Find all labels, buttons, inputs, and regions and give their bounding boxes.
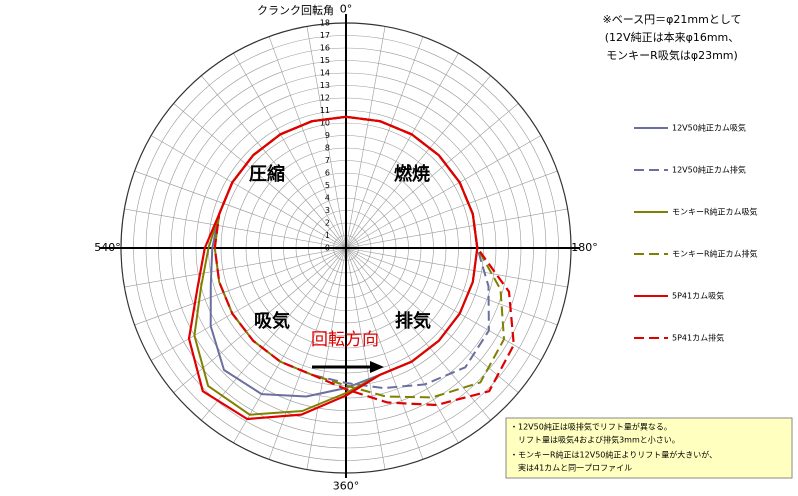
angle-tick-label: 0° — [340, 3, 353, 16]
r-tick-label: 1 — [325, 231, 330, 240]
direction-label: 回転方向 — [311, 330, 379, 350]
legend: 12V50純正カム吸気 12V50純正カム排気モンキーR純正カム吸気モンキーR純正… — [634, 123, 758, 343]
r-tick-label: 14 — [320, 69, 330, 78]
remark: リフト量は吸気4および排気3mmと小さい。 — [510, 435, 680, 445]
r-tick-label: 18 — [320, 19, 330, 28]
r-tick-label: 16 — [320, 44, 330, 53]
base-note: モンキーR吸気はφ23mm) — [606, 48, 738, 62]
remark: 実は41カムと同一プロファイル — [510, 463, 632, 473]
r-tick-label: 12 — [320, 94, 330, 103]
legend-label: モンキーR純正カム吸気 — [672, 207, 758, 217]
r-tick-label: 15 — [320, 56, 330, 65]
r-tick-label: 8 — [325, 144, 330, 153]
r-tick-label: 13 — [320, 81, 330, 90]
legend-label: 5P41カム吸気 — [672, 291, 724, 301]
r-tick-label: 4 — [325, 194, 330, 203]
base-note: (12V純正は本来φ16mm、 — [605, 30, 740, 44]
zone-label: 燃焼 — [394, 163, 430, 185]
angle-tick-label: 180° — [571, 241, 598, 254]
direction-arrowhead — [370, 361, 384, 373]
r-tick-label: 7 — [325, 156, 330, 165]
legend-label: 5P41カム排気 — [672, 333, 724, 343]
r-tick-label: 10 — [320, 119, 330, 128]
angle-axis-title: クランク回転角 — [257, 4, 334, 17]
remarks-box — [505, 417, 793, 479]
plot — [187, 115, 515, 421]
legend-label: モンキーR純正カム排気 — [672, 249, 758, 259]
r-tick-label: 17 — [320, 31, 330, 40]
legend-label: 12V50純正カム吸気 — [672, 123, 746, 133]
zone-label: 圧縮 — [249, 163, 285, 185]
r-tick-label: 6 — [325, 169, 330, 178]
remark: ・モンキーR純正は12V50純正よりリフト量が大きいが、 — [510, 450, 717, 460]
r-tick-label: 2 — [325, 219, 330, 228]
r-tick-label: 11 — [320, 106, 330, 115]
angle-tick-label: 540° — [94, 241, 121, 254]
r-tick-label: 3 — [325, 206, 330, 215]
base-note: ※ベース円＝φ21mmとして — [602, 13, 741, 26]
r-tick-label: 5 — [325, 181, 330, 190]
legend-label: 12V50純正カム排気 — [672, 165, 746, 175]
zone-label: 排気 — [395, 310, 431, 332]
remark: ・12V50純正は吸排気でリフト量が異なる。 — [510, 422, 672, 432]
r-tick-label: 9 — [325, 131, 330, 140]
series-line — [213, 115, 515, 407]
zone-label: 吸気 — [254, 310, 290, 332]
angle-tick-label: 360° — [333, 480, 360, 493]
